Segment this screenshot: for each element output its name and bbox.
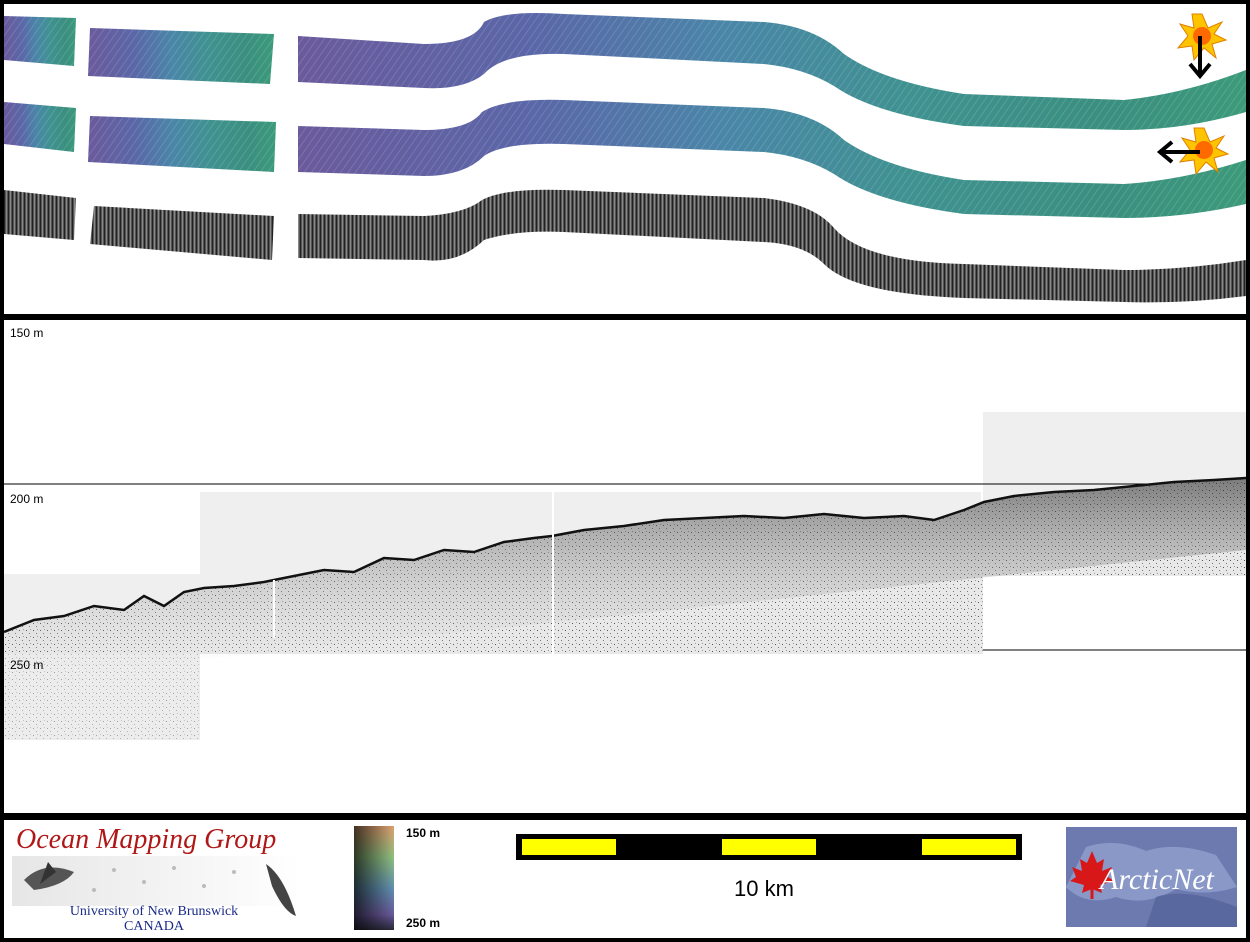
omg-logo-graphic <box>12 856 302 916</box>
depth-colorbar <box>354 826 394 930</box>
omg-logo-university: University of New Brunswick <box>69 904 239 919</box>
seabed-reflector <box>4 476 1246 740</box>
arrow-down-icon <box>1188 36 1212 80</box>
sidescan-strip-bottom <box>4 189 1246 303</box>
scale-bar <box>516 834 1022 860</box>
subbottom-profile-svg <box>4 412 1246 740</box>
depth-label-200: 200 m <box>10 492 44 506</box>
arcticnet-logo: ArcticNet <box>1066 827 1237 927</box>
bathymetry-strip-top <box>4 13 1246 130</box>
scale-bar-label: 10 km <box>734 876 794 901</box>
colorbar-top-label: 150 m <box>406 826 441 840</box>
swath-map-svg <box>4 13 1246 303</box>
ocean-mapping-group-logo: Ocean Mapping Group University of New Br… <box>4 820 314 938</box>
footer-panel: Ocean Mapping Group University of New Br… <box>4 820 1246 938</box>
sun-icon <box>1178 127 1230 176</box>
omg-logo-title: Ocean Mapping Group <box>16 824 277 855</box>
maple-leaf-icon <box>1070 851 1114 899</box>
arcticnet-logo-graphic <box>1066 827 1237 927</box>
arrow-left-icon <box>1156 140 1200 164</box>
depth-label-150: 150 m <box>10 326 44 340</box>
subbottom-profile-panel: 150 m 200 m 250 m <box>4 320 1246 813</box>
arcticnet-logo-text: ArcticNet <box>1100 863 1214 896</box>
bathymetry-strip-middle <box>4 99 1246 218</box>
depth-label-250: 250 m <box>10 658 44 672</box>
colorbar-bottom-label: 250 m <box>406 916 441 930</box>
swath-map-panel <box>4 4 1246 314</box>
omg-logo-country: CANADA <box>124 919 184 934</box>
